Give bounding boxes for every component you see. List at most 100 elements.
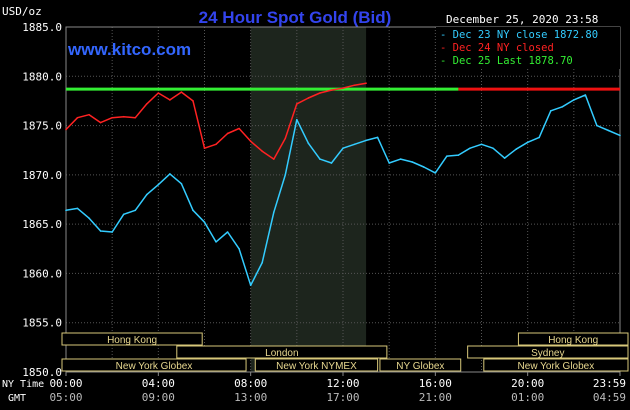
series-point bbox=[261, 150, 264, 152]
chart-title: 24 Hour Spot Gold (Bid) bbox=[199, 8, 392, 27]
series-point bbox=[215, 143, 217, 146]
series-point bbox=[422, 166, 425, 168]
x-tick-label-ny: 23:59 bbox=[593, 377, 626, 390]
legend: - Dec 23 NY close 1872.80- Dec 24 NY clo… bbox=[436, 27, 620, 69]
y-tick-labels: 1885.0 1880.0 1875.0 1870.0 1865.0 1860.0 1855… bbox=[22, 21, 62, 379]
source-watermark: www.kitco.com bbox=[67, 40, 191, 59]
shaded-session-band bbox=[250, 27, 367, 372]
series-point bbox=[284, 137, 287, 140]
series-point bbox=[111, 231, 113, 233]
series-point bbox=[226, 231, 229, 233]
series-point bbox=[296, 103, 298, 105]
series-point bbox=[330, 89, 333, 91]
price-series bbox=[65, 82, 621, 287]
series-point bbox=[249, 284, 252, 287]
x-tick-label-ny: 16:00 bbox=[419, 377, 452, 390]
series-point bbox=[342, 87, 344, 89]
timestamp: December 25, 2020 23:58 bbox=[446, 13, 598, 26]
series-point bbox=[122, 115, 125, 118]
series-point bbox=[76, 116, 79, 119]
session-bar bbox=[254, 358, 379, 372]
y-tick-label: 1870.0 bbox=[22, 169, 62, 182]
series-point bbox=[319, 158, 321, 160]
series-point bbox=[111, 116, 113, 119]
legend-entry: - Dec 24 NY closed bbox=[440, 42, 554, 54]
series-point bbox=[238, 247, 240, 250]
series-point bbox=[226, 132, 229, 135]
x-tick-label-ny: 20:00 bbox=[511, 377, 544, 390]
series-point bbox=[307, 142, 310, 145]
series-point bbox=[180, 91, 183, 93]
session-label: New York Globex bbox=[518, 361, 595, 372]
session-label: NY Globex bbox=[396, 361, 444, 372]
series-point bbox=[169, 99, 171, 101]
series-point bbox=[65, 209, 67, 212]
y-tick-label: 1865.0 bbox=[22, 218, 62, 231]
y-tick-label: 1880.0 bbox=[22, 70, 62, 83]
legend-box bbox=[436, 27, 620, 69]
y-tick-label: 1855.0 bbox=[22, 317, 62, 330]
series-point bbox=[399, 158, 402, 160]
series-point bbox=[619, 134, 621, 137]
y-tick-label: 1875.0 bbox=[22, 120, 62, 133]
series-point bbox=[411, 161, 414, 163]
series-point bbox=[469, 147, 471, 150]
series-point bbox=[249, 140, 252, 143]
x-tick-label-ny: 00:00 bbox=[49, 377, 82, 390]
series-point bbox=[561, 106, 564, 108]
session-label: New York NYMEX bbox=[276, 361, 357, 372]
series-point bbox=[319, 92, 321, 94]
series-point bbox=[434, 172, 437, 174]
series-point bbox=[76, 207, 79, 210]
session-bar bbox=[61, 358, 247, 372]
series-point bbox=[145, 193, 148, 196]
series-point bbox=[169, 173, 171, 175]
series-point bbox=[342, 147, 344, 150]
legend-entry: - Dec 23 NY close 1872.80 bbox=[440, 29, 598, 41]
series-point bbox=[157, 92, 160, 94]
x-tick-label-ny: 12:00 bbox=[326, 377, 359, 390]
series-point bbox=[88, 113, 90, 116]
series-point bbox=[549, 109, 552, 112]
series-point bbox=[134, 209, 137, 212]
session-bars: Hong Kong London New York Globex New York N… bbox=[61, 332, 629, 372]
series-point bbox=[192, 209, 194, 212]
series-point bbox=[122, 213, 125, 216]
series-point bbox=[215, 241, 217, 243]
series-point bbox=[192, 100, 194, 102]
x-tick-label-gmt: 09:00 bbox=[142, 391, 175, 404]
series-point bbox=[480, 143, 483, 146]
x-tick-label-gmt: 04:59 bbox=[593, 391, 626, 404]
series-point bbox=[134, 116, 137, 119]
series-point bbox=[99, 230, 102, 232]
session-label: Sydney bbox=[531, 348, 564, 359]
session-label: London bbox=[265, 348, 298, 359]
series-point bbox=[573, 99, 575, 101]
x-row-label-gmt: GMT bbox=[8, 393, 26, 404]
series-point bbox=[238, 127, 240, 130]
series-point bbox=[446, 155, 448, 157]
series-point bbox=[272, 158, 275, 160]
series-point bbox=[492, 147, 494, 150]
series-point bbox=[203, 147, 206, 150]
series-point bbox=[272, 211, 275, 214]
series-point bbox=[515, 148, 517, 151]
y-tick-label: 1885.0 bbox=[22, 21, 62, 34]
series-point bbox=[99, 121, 102, 124]
x-tick-label-ny: 04:00 bbox=[142, 377, 175, 390]
x-tick-label-gmt: 05:00 bbox=[49, 391, 82, 404]
series-point bbox=[284, 174, 287, 176]
series-point bbox=[503, 157, 506, 159]
series-point bbox=[607, 129, 610, 132]
series-point bbox=[365, 139, 367, 142]
series-point bbox=[180, 182, 183, 185]
session-bar bbox=[61, 332, 203, 346]
x-tick-label-gmt: 01:00 bbox=[511, 391, 544, 404]
series-point bbox=[596, 124, 598, 127]
session-bar bbox=[467, 345, 629, 359]
y-tick-label: 1850.0 bbox=[22, 366, 62, 379]
series-point bbox=[296, 118, 298, 121]
series-point bbox=[157, 183, 160, 186]
